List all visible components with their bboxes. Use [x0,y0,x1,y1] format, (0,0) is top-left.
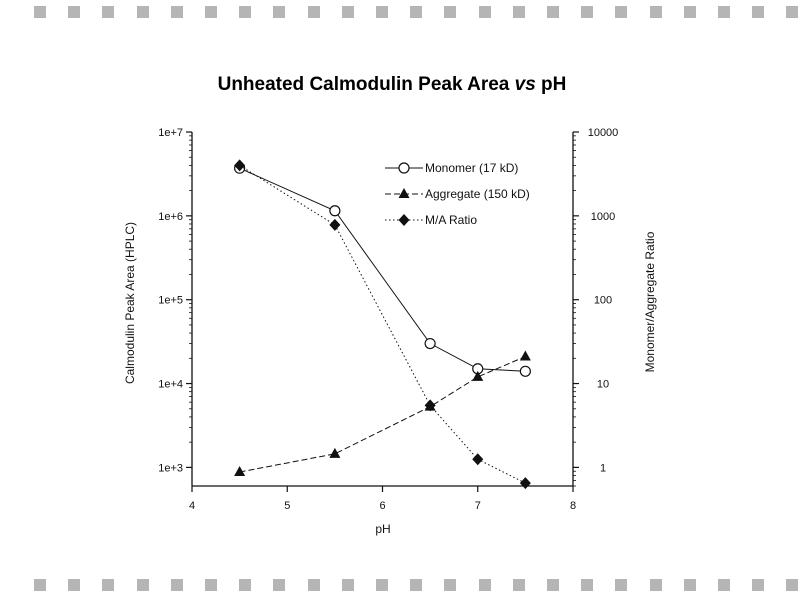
x-axis-label: pH [375,522,390,536]
y-left-tick-label: 1e+7 [158,127,183,139]
y-left-tick-label: 1e+6 [158,211,183,223]
legend-entry: Aggregate (150 kD) [425,187,530,201]
y-right-tick-label: 10 [597,379,609,391]
border-dash [376,6,388,18]
border-dash [786,6,799,18]
legend-marker [398,188,410,198]
x-tick-label: 6 [379,500,385,512]
y-axis-right-label: Monomer/Aggregate Ratio [643,231,657,372]
data-point [519,365,531,377]
data-point [424,337,436,350]
border-dash [136,6,149,18]
border-dash [512,579,525,591]
legend-marker [398,162,410,174]
border-dash [170,6,183,18]
y-axis-left-label: Calmodulin Peak Area (HPLC) [123,222,137,384]
data-point [519,350,531,361]
series-line [239,356,526,473]
y-left-tick-label: 1e+4 [158,379,183,391]
border-dash [752,579,765,591]
border-dash [478,6,491,18]
legend-marker [398,214,410,226]
border-dash [547,6,559,18]
plot-area: 4 5 6 7 8 1e+3 1e+4 1e+5 1e+6 1e+7 1 10 100 1000 10000… [158,127,618,512]
border-dash [581,579,594,591]
x-tick-label: 5 [284,500,290,512]
y-left-tick-label: 1e+5 [158,295,183,307]
border-dash [683,6,696,18]
border-dash [273,6,286,18]
top-dashed-border [0,6,800,20]
border-dash [307,6,320,18]
data-point [329,205,341,217]
data-point [472,370,484,381]
y-right-tick-label: 10000 [588,127,619,139]
y-right-tick-label: 1 [600,462,606,474]
data-point [329,447,341,458]
y-right-tick-label: 100 [594,295,612,307]
border-dash [68,579,81,591]
border-dash [239,6,252,18]
border-dash [205,6,217,18]
y-left-tick-label: 1e+3 [158,462,183,474]
data-point [472,453,484,466]
border-dash [683,579,696,591]
border-dash [649,579,662,591]
border-dash [478,579,491,591]
border-dash [444,579,457,591]
data-point [234,159,246,172]
x-tick-label: 7 [475,500,481,512]
border-dash [786,579,799,591]
series-line [239,164,526,484]
border-dash [34,579,46,591]
border-dash [615,579,628,591]
border-dash [34,6,46,18]
chart-title: Unheated Calmodulin Peak Area vs pH [218,74,567,95]
bottom-dashed-border [0,579,800,593]
border-dash [547,579,559,591]
border-dash [205,579,217,591]
border-dash [239,579,252,591]
data-point [234,466,246,477]
border-dash [170,579,183,591]
border-dash [410,6,423,18]
border-dash [718,579,730,591]
x-tick-label: 8 [570,500,576,512]
border-dash [410,579,423,591]
data-point [519,477,531,490]
legend-entry: Monomer (17 kD) [425,161,518,175]
data-point [329,218,341,231]
border-dash [341,579,354,591]
border-dash [718,6,730,18]
border-dash [376,579,388,591]
border-dash [649,6,662,18]
y-right-tick-label: 1000 [591,211,615,223]
border-dash [136,579,149,591]
border-dash [307,579,320,591]
border-dash [102,579,115,591]
border-dash [68,6,81,18]
x-tick-label: 4 [189,500,195,512]
border-dash [273,579,286,591]
border-dash [581,6,594,18]
border-dash [341,6,354,18]
legend-entry: M/A Ratio [425,213,477,227]
data-point [424,399,436,412]
border-dash [102,6,115,18]
border-dash [615,6,628,18]
border-dash [512,6,525,18]
border-dash [752,6,765,18]
border-dash [444,6,457,18]
